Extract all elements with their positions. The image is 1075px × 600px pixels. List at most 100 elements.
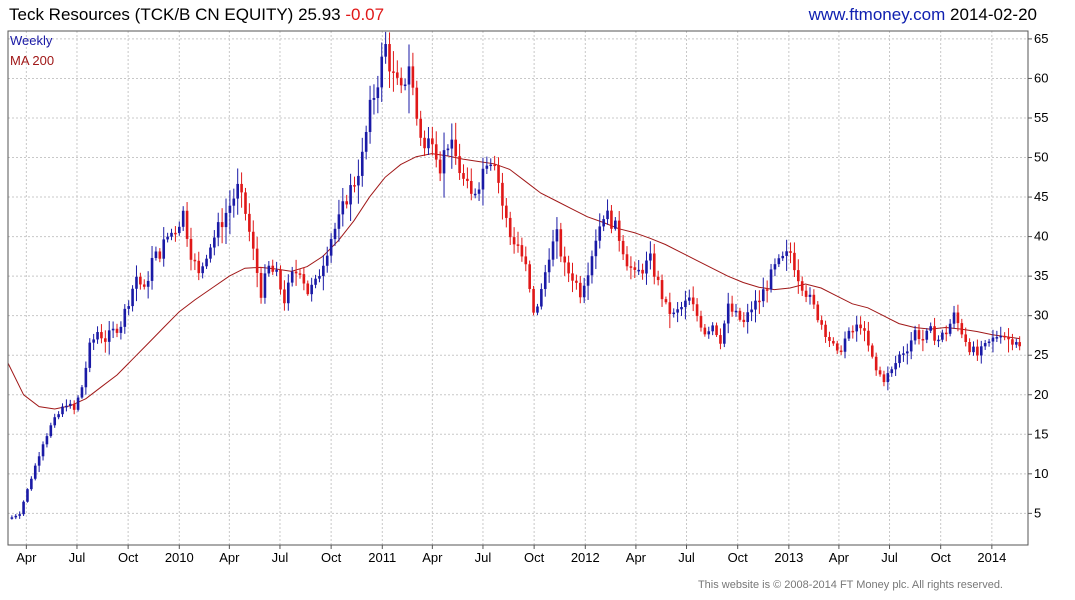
candle-body bbox=[816, 304, 820, 321]
candle-body bbox=[150, 257, 154, 281]
candle-body bbox=[691, 297, 695, 305]
candle-body bbox=[948, 323, 952, 334]
candle-body bbox=[590, 256, 594, 276]
candle bbox=[376, 75, 380, 114]
candle-body bbox=[726, 303, 730, 324]
candle-body bbox=[512, 237, 516, 245]
candle-body bbox=[236, 183, 239, 199]
candle bbox=[162, 227, 166, 267]
candle bbox=[742, 312, 746, 328]
candle bbox=[520, 237, 524, 262]
candle bbox=[878, 366, 882, 377]
candle-body bbox=[388, 44, 391, 72]
candle-body bbox=[789, 251, 792, 253]
candle-body bbox=[142, 284, 146, 287]
candle bbox=[92, 333, 95, 351]
candle-body bbox=[614, 220, 617, 229]
candle-body bbox=[645, 260, 648, 274]
candle bbox=[485, 156, 489, 175]
candle-body bbox=[100, 332, 103, 339]
price-change: -0.07 bbox=[345, 5, 385, 24]
candle-body bbox=[376, 87, 380, 99]
candle bbox=[551, 229, 555, 267]
candle bbox=[177, 221, 181, 236]
candle-body bbox=[189, 238, 193, 260]
candle-body bbox=[621, 240, 625, 255]
candle bbox=[563, 246, 567, 276]
y-tick-label: 55 bbox=[1034, 110, 1048, 125]
candle-body bbox=[403, 84, 407, 87]
candle bbox=[279, 265, 282, 295]
candle-body bbox=[882, 374, 886, 383]
candle bbox=[516, 231, 520, 253]
candle-body bbox=[668, 302, 672, 314]
candle bbox=[244, 187, 247, 221]
candle bbox=[586, 262, 590, 300]
candle-body bbox=[127, 306, 130, 309]
candle-body bbox=[322, 265, 325, 277]
candle-body bbox=[364, 132, 368, 152]
y-tick-label: 20 bbox=[1034, 387, 1048, 402]
candle bbox=[528, 260, 531, 293]
candle bbox=[925, 328, 929, 344]
candle bbox=[979, 340, 983, 364]
candle bbox=[972, 341, 975, 356]
candle-body bbox=[399, 77, 403, 86]
candle-body bbox=[396, 72, 399, 78]
candle-body bbox=[201, 266, 204, 274]
candle-body bbox=[804, 290, 808, 297]
x-tick-label: Apr bbox=[219, 550, 240, 565]
website-link[interactable]: www.ftmoney.com bbox=[808, 5, 946, 24]
candle-body bbox=[567, 262, 570, 274]
candle bbox=[287, 274, 290, 311]
candle-body bbox=[524, 256, 528, 265]
candle bbox=[360, 137, 364, 187]
candle bbox=[399, 67, 403, 94]
candle-body bbox=[944, 332, 948, 335]
candle bbox=[419, 110, 422, 146]
candle bbox=[960, 318, 964, 339]
candle bbox=[357, 159, 360, 204]
candle-body bbox=[37, 456, 41, 466]
candle bbox=[68, 399, 72, 409]
candle bbox=[469, 168, 473, 201]
candle-body bbox=[941, 332, 944, 340]
y-tick-label: 40 bbox=[1034, 229, 1048, 244]
candle-body bbox=[177, 226, 181, 234]
candle bbox=[602, 215, 605, 232]
candle-body bbox=[952, 312, 956, 324]
candle bbox=[695, 298, 699, 322]
candle-body bbox=[368, 99, 372, 133]
candle bbox=[310, 277, 313, 302]
candle bbox=[761, 277, 765, 308]
candle-body bbox=[730, 303, 734, 312]
candle-body bbox=[976, 346, 979, 356]
candle-body bbox=[664, 299, 668, 303]
y-tick-label: 60 bbox=[1034, 70, 1048, 85]
y-axis: 5 10 15 20 25 30 35 40 45 50 55 60 65 bbox=[1028, 31, 1048, 520]
candle-body bbox=[501, 182, 504, 206]
candle bbox=[758, 290, 761, 314]
candle bbox=[765, 280, 769, 303]
candle bbox=[477, 182, 481, 202]
candle-body bbox=[131, 288, 134, 307]
candle-body bbox=[302, 274, 306, 284]
y-tick-label: 15 bbox=[1034, 426, 1048, 441]
candle-body bbox=[123, 308, 127, 327]
x-tick-label: Oct bbox=[118, 550, 139, 565]
candle-body bbox=[828, 336, 831, 341]
candle-body bbox=[894, 363, 897, 370]
y-tick-label: 5 bbox=[1034, 505, 1041, 520]
candle bbox=[937, 335, 940, 348]
candle bbox=[987, 338, 991, 347]
x-tick-label: Oct bbox=[321, 550, 342, 565]
x-tick-label: 2012 bbox=[571, 550, 600, 565]
candle bbox=[906, 343, 909, 365]
candle bbox=[353, 176, 356, 193]
candle-body bbox=[750, 309, 753, 313]
y-tick-label: 50 bbox=[1034, 150, 1048, 165]
candle bbox=[991, 329, 995, 353]
candle-body bbox=[119, 326, 123, 333]
candle-body bbox=[617, 220, 621, 241]
candle-body bbox=[240, 183, 243, 193]
